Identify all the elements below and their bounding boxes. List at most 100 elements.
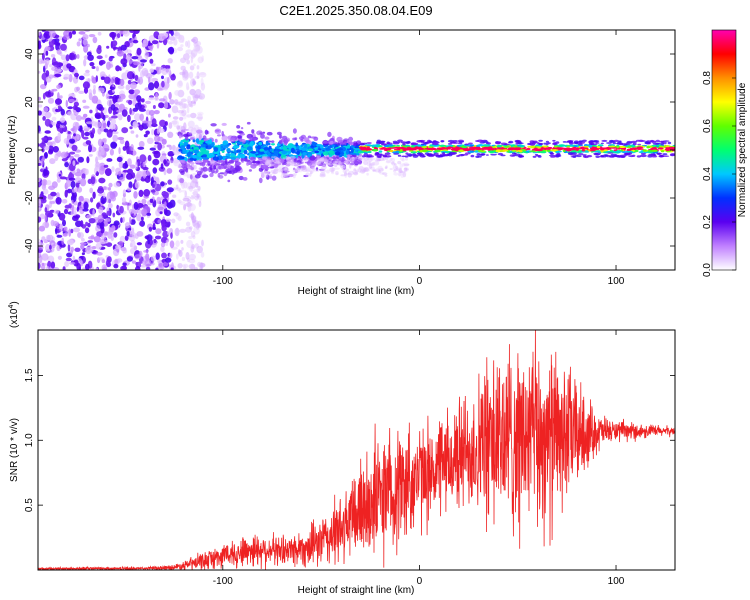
heatmap-cell [127, 168, 133, 175]
heatmap-cell [73, 206, 77, 215]
heatmap-cell [347, 144, 351, 149]
heatmap-cell [442, 152, 446, 155]
heatmap-cell [48, 185, 56, 191]
spectrogram-y-tick-label: 0 [24, 147, 35, 153]
heatmap-cell [360, 148, 367, 151]
heatmap-cell [543, 142, 547, 145]
heatmap-cell [292, 128, 297, 134]
heatmap-cell [221, 130, 224, 137]
heatmap-cell [97, 187, 105, 194]
heatmap-cell [443, 154, 449, 157]
heatmap-cell [85, 78, 92, 82]
heatmap-cell [306, 156, 309, 161]
heatmap-cell [101, 233, 107, 241]
heatmap-cell [533, 141, 538, 144]
heatmap-cell [566, 140, 574, 143]
heatmap-cell [73, 259, 79, 267]
heatmap-cell [112, 111, 116, 116]
heatmap-cell [440, 140, 445, 142]
heatmap-cell [161, 36, 167, 40]
heatmap-cell [160, 242, 166, 248]
heatmap-cell [529, 143, 536, 146]
heatmap-cell [319, 172, 326, 176]
heatmap-cell [249, 141, 254, 147]
heatmap-cell [261, 155, 268, 160]
heatmap-cell [124, 160, 128, 169]
heatmap-cell [38, 181, 41, 188]
heatmap-cell [60, 43, 67, 51]
heatmap-cell [44, 214, 47, 223]
heatmap-cell [265, 174, 270, 180]
heatmap-cell [662, 140, 670, 142]
heatmap-cell [357, 150, 364, 154]
heatmap-cell [113, 182, 121, 188]
heatmap-cell [207, 160, 211, 166]
heatmap-cell [619, 143, 623, 146]
heatmap-cell [180, 170, 185, 175]
heatmap-cell [260, 133, 265, 139]
heatmap-cell [98, 193, 104, 197]
heatmap-cell [53, 209, 60, 215]
heatmap-cell [546, 147, 551, 150]
heatmap-cell [219, 172, 225, 175]
heatmap-cell [197, 111, 204, 116]
heatmap-cell [69, 52, 76, 61]
heatmap-cell [297, 162, 302, 166]
heatmap-cell [189, 137, 195, 140]
heatmap-cell [214, 161, 218, 167]
heatmap-cell [192, 235, 196, 240]
heatmap-cell [140, 98, 145, 103]
heatmap-cell [396, 144, 400, 147]
heatmap-cell [81, 202, 84, 208]
heatmap-cell [197, 193, 200, 198]
heatmap-cell [115, 244, 122, 250]
heatmap-cell [151, 40, 159, 45]
heatmap-cell [201, 161, 205, 167]
heatmap-cell [112, 40, 118, 47]
heatmap-cell [109, 148, 114, 156]
heatmap-cell [38, 40, 41, 49]
heatmap-cell [88, 34, 96, 38]
heatmap-cell [43, 107, 49, 113]
heatmap-cell [58, 173, 61, 177]
heatmap-cell [166, 168, 173, 174]
heatmap-cell [60, 108, 65, 116]
heatmap-cell [55, 197, 62, 205]
heatmap-cell [297, 157, 300, 160]
heatmap-cell [195, 89, 202, 95]
heatmap-cell [147, 154, 152, 162]
heatmap-cell [177, 249, 181, 255]
heatmap-cell [539, 142, 544, 146]
heatmap-cell [175, 187, 181, 191]
heatmap-cell [178, 101, 183, 106]
heatmap-cell [283, 173, 289, 178]
heatmap-cell [90, 176, 96, 185]
heatmap-cell [146, 212, 152, 216]
heatmap-cell [112, 131, 119, 135]
heatmap-cell [319, 168, 325, 171]
heatmap-cell [201, 239, 204, 247]
heatmap-cell [397, 154, 402, 157]
heatmap-cell [185, 221, 191, 227]
heatmap-cell [279, 159, 285, 163]
heatmap-cell [100, 76, 105, 80]
heatmap-cell [101, 259, 106, 264]
heatmap-cell [518, 142, 522, 145]
snr-x-tick-label: 100 [608, 576, 625, 587]
heatmap-cell [210, 123, 217, 127]
heatmap-cell [570, 144, 574, 147]
heatmap-cell [182, 115, 187, 120]
heatmap-cell [178, 134, 182, 139]
heatmap-cell [121, 127, 129, 134]
heatmap-cell [656, 152, 663, 155]
heatmap-cell [161, 80, 165, 88]
heatmap-cell [576, 155, 582, 158]
heatmap-cell [168, 113, 171, 118]
heatmap-cell [139, 221, 143, 226]
heatmap-cell [536, 148, 544, 152]
heatmap-cell [45, 50, 49, 56]
heatmap-cell [138, 62, 144, 69]
heatmap-cell [145, 263, 150, 267]
heatmap-cell [177, 199, 182, 204]
heatmap-cell [38, 131, 42, 135]
